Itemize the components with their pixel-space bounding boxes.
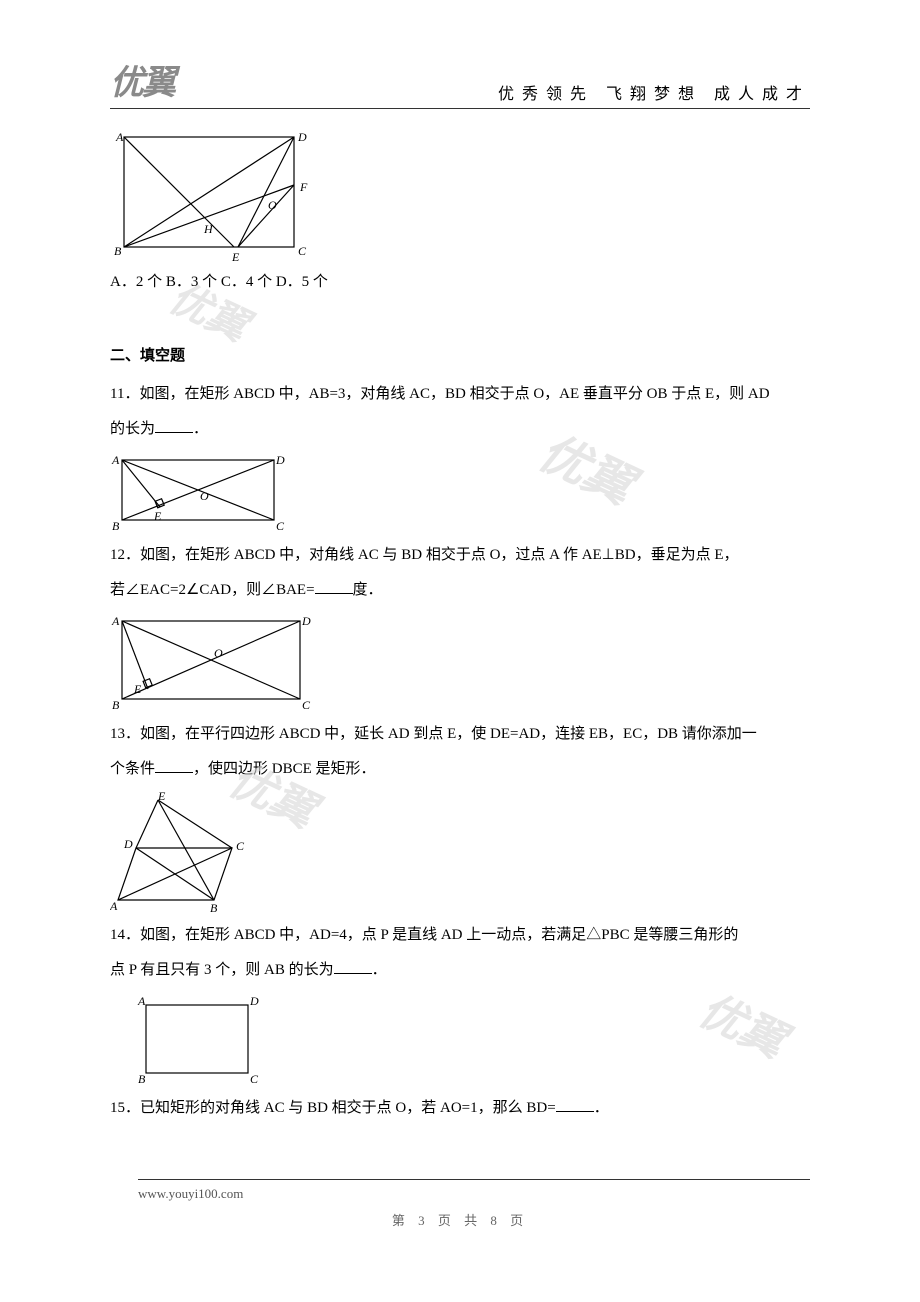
q13-line2b: ，使四边形 DBCE 是矩形． [193,761,376,777]
svg-text:E: E [157,792,166,803]
q10-svg: A D B C E F H O [110,129,318,265]
q11-line1: 11．如图，在矩形 ABCD 中，AB=3，对角线 AC，BD 相交于点 O，A… [110,386,770,402]
q11-line2b: ． [193,421,208,437]
header-slogan: 优秀领先 飞翔梦想 成人成才 [498,80,810,104]
page-number: 第 3 页 共 8 页 [0,1210,920,1229]
svg-text:B: B [112,519,120,533]
svg-text:B: B [112,698,120,712]
svg-text:D: D [275,453,285,467]
q14-figure: A D B C [110,993,810,1087]
svg-text:C: C [236,839,245,853]
svg-text:D: D [249,994,259,1008]
svg-text:B: B [138,1072,146,1086]
blank [556,1098,594,1112]
q14-svg: A D B C [110,993,270,1087]
section-2-title: 二、填空题 [110,344,810,365]
q12-text: 12．如图，在矩形 ABCD 中，对角线 AC 与 BD 相交于点 O，过点 A… [110,538,810,607]
svg-text:D: D [301,614,311,628]
svg-text:E: E [153,509,162,523]
svg-text:C: C [250,1072,259,1086]
q12-line1: 12．如图，在矩形 ABCD 中，对角线 AC 与 BD 相交于点 O，过点 A… [110,547,739,563]
svg-text:O: O [200,489,209,503]
q11-figure: A D B C E O [110,452,810,534]
footer: www.youyi100.com [138,1179,810,1202]
q11-line2: 的长为 [110,421,155,437]
q15-line1: 15．已知矩形的对角线 AC 与 BD 相交于点 O，若 AO=1，那么 BD= [110,1100,556,1116]
svg-text:C: C [302,698,311,712]
q15-text: 15．已知矩形的对角线 AC 与 BD 相交于点 O，若 AO=1，那么 BD=… [110,1091,810,1126]
svg-text:D: D [123,837,133,851]
svg-text:D: D [297,130,307,144]
q12-svg: A D B C E O [110,613,314,713]
q15-line1b: ． [594,1100,609,1116]
q12-line2b: 度． [353,582,383,598]
svg-text:A: A [110,899,118,913]
q12-line2: 若∠EAC=2∠CAD，则∠BAE= [110,582,315,598]
q14-line2: 点 P 有且只有 3 个，则 AB 的长为 [110,962,334,978]
svg-text:A: A [111,614,120,628]
blank [155,759,193,773]
footer-url: www.youyi100.com [138,1186,243,1201]
svg-text:C: C [298,244,307,258]
q14-text: 14．如图，在矩形 ABCD 中，AD=4，点 P 是直线 AD 上一动点，若满… [110,918,810,987]
q13-line1: 13．如图，在平行四边形 ABCD 中，延长 AD 到点 E，使 DE=AD，连… [110,726,757,742]
svg-text:B: B [114,244,122,258]
svg-text:O: O [214,646,223,660]
svg-text:A: A [137,994,146,1008]
q13-text: 13．如图，在平行四边形 ABCD 中，延长 AD 到点 E，使 DE=AD，连… [110,717,810,786]
q11-text: 11．如图，在矩形 ABCD 中，AB=3，对角线 AC，BD 相交于点 O，A… [110,377,810,446]
q14-line1: 14．如图，在矩形 ABCD 中，AD=4，点 P 是直线 AD 上一动点，若满… [110,927,738,943]
q13-svg: E D C A B [110,792,260,914]
svg-text:O: O [268,198,277,212]
q11-svg: A D B C E O [110,452,288,534]
blank [155,419,193,433]
svg-text:C: C [276,519,285,533]
page-header: 优翼 优秀领先 飞翔梦想 成人成才 [110,55,810,109]
logo: 优翼 [110,55,174,104]
svg-text:A: A [111,453,120,467]
blank [334,960,372,974]
q12-figure: A D B C E O [110,613,810,713]
svg-text:E: E [231,250,240,264]
q10-figure: A D B C E F H O [110,129,810,265]
blank [315,580,353,594]
svg-text:F: F [299,180,308,194]
svg-text:H: H [203,222,214,236]
svg-text:B: B [210,901,218,914]
q10-options: A．2 个 B．3 个 C．4 个 D．5 个 [110,269,810,296]
page-container: 优翼 优秀领先 飞翔梦想 成人成才 A D B C E F H O [0,0,920,1166]
q13-figure: E D C A B [110,792,810,914]
svg-text:E: E [133,682,142,696]
q13-line2: 个条件 [110,761,155,777]
svg-text:A: A [115,130,124,144]
q14-line2b: ． [372,962,387,978]
